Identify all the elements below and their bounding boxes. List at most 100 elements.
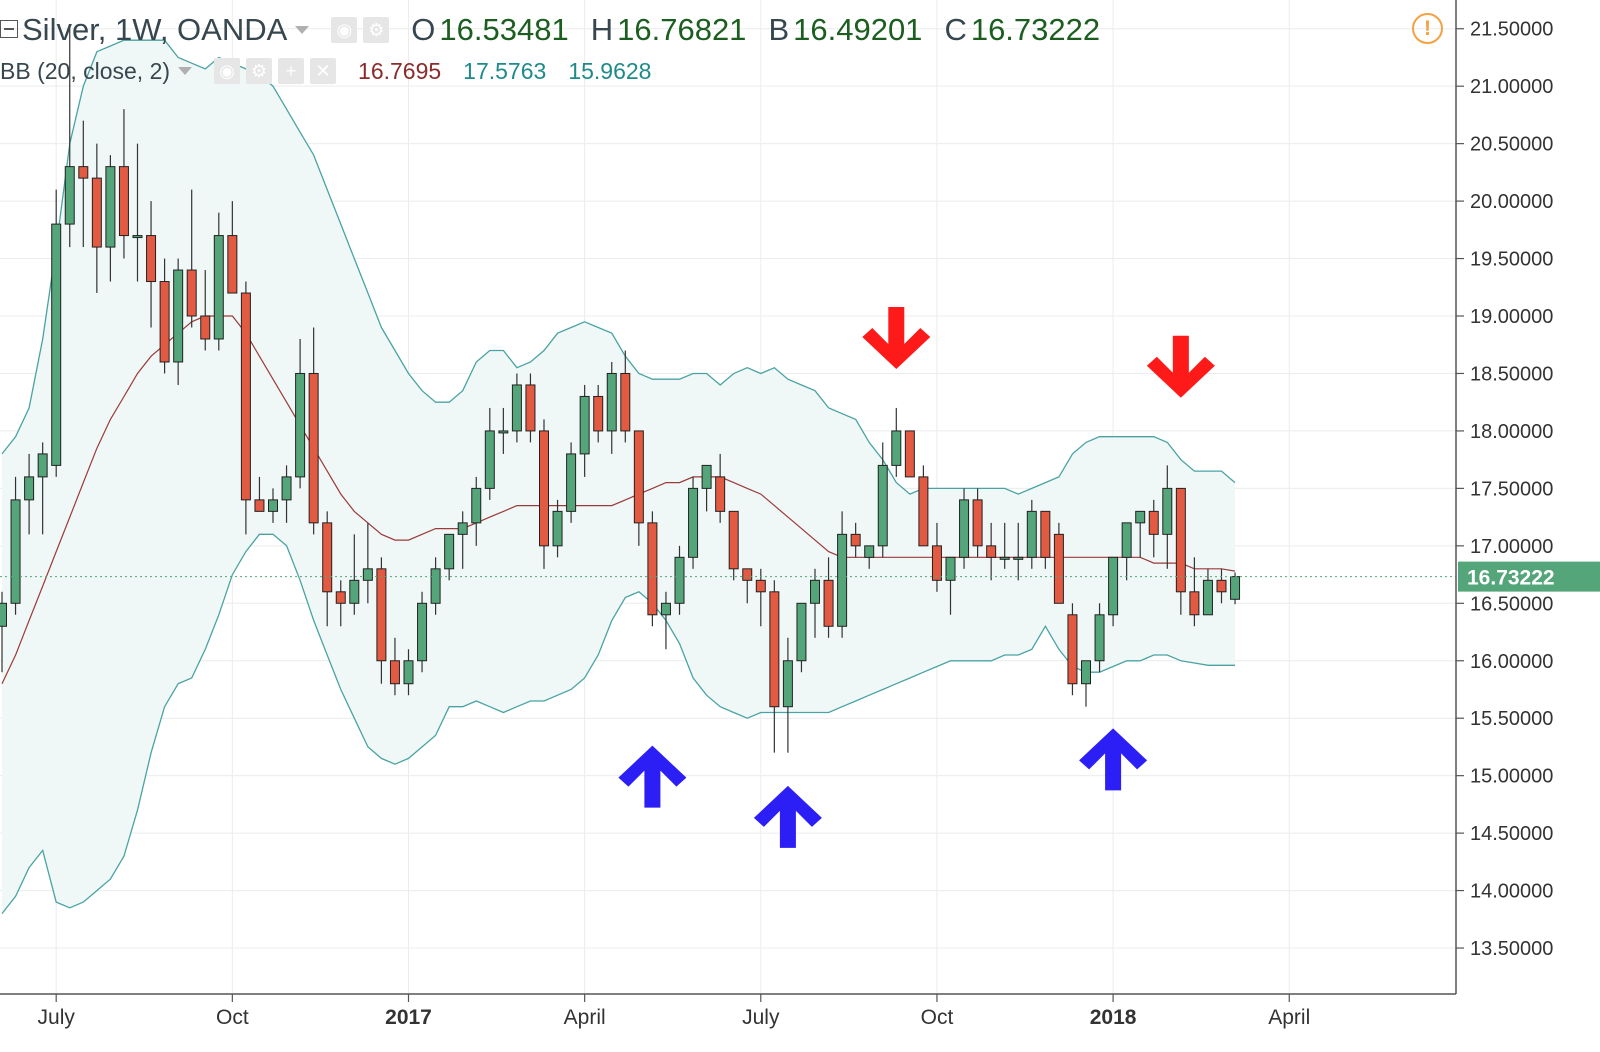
candle-body [389, 660, 400, 685]
last-price-badge-bg [1458, 561, 1600, 592]
candle-body [823, 579, 834, 627]
candle-body [755, 579, 766, 593]
candle-body [1189, 591, 1200, 616]
candle-up [471, 476, 482, 546]
candle-body [146, 235, 157, 283]
y-axis-ticks[interactable]: 13.50000 14.00000 14.50000 15.00000 15.50000… [1456, 19, 1553, 960]
candle-up [484, 407, 495, 500]
candle-down [742, 568, 753, 604]
candle-down [200, 270, 211, 351]
bollinger-upper-line [1, 39, 1236, 495]
candle-down [308, 327, 319, 535]
candle-body [484, 430, 495, 489]
ohlc-open-value: 16.53481 [439, 12, 569, 47]
chart-title[interactable]: Silver, 1W, OANDA [22, 12, 288, 47]
y-tick-label: 16.00000 [1470, 651, 1553, 673]
y-tick-label: 17.00000 [1470, 536, 1553, 558]
candle-down [986, 522, 997, 581]
candle-down [715, 453, 726, 523]
arrow-down-icon [1146, 335, 1215, 398]
candle-body [552, 510, 563, 547]
y-tick-label: 16.50000 [1470, 593, 1553, 615]
eye-icon[interactable]: ◉ [331, 17, 358, 43]
close-icon[interactable]: ✕ [310, 58, 337, 84]
candle-body [200, 315, 211, 340]
candle-up [64, 28, 75, 248]
candle-body [64, 166, 75, 225]
candle-up [1026, 499, 1037, 569]
candle-up [24, 453, 35, 535]
candle-body [105, 166, 116, 248]
arrow-up-icon [753, 785, 822, 848]
candle-body [349, 579, 360, 604]
x-tick-label: July [742, 1006, 780, 1029]
candle-up [810, 568, 820, 638]
ohlc-bid-label: B [768, 12, 790, 47]
y-tick-label: 15.00000 [1470, 766, 1553, 788]
candle-down [1067, 603, 1078, 696]
candle-up [498, 407, 509, 454]
candlestick-series [0, 28, 1241, 753]
gear-icon[interactable]: ⚙ [363, 17, 390, 43]
candle-body [904, 430, 915, 478]
candle-body [999, 556, 1010, 560]
candle-body [606, 372, 617, 432]
indicator-label[interactable]: BB (20, close, 2) [0, 57, 171, 84]
chart-header: Silver, 1W, OANDA ◉ ⚙ O 16.53481 H 16.7682… [0, 8, 1100, 52]
candle-body [403, 660, 414, 685]
candle-body [10, 499, 21, 604]
candle-body [742, 568, 753, 581]
candle-body [362, 568, 373, 581]
candle-down [118, 109, 129, 259]
candle-up [444, 533, 455, 581]
candle-up [1081, 660, 1091, 707]
warning-icon[interactable]: ! [1412, 13, 1443, 44]
gear-icon[interactable]: ⚙ [246, 58, 273, 84]
y-tick-label: 21.50000 [1470, 19, 1553, 41]
candle-down [647, 511, 658, 627]
candle-down [904, 430, 915, 478]
candle-up [349, 534, 360, 615]
candle-body [931, 545, 942, 581]
candle-down [240, 281, 251, 535]
x-axis-ticks[interactable]: July Oct 2017 April July Oct 2018 April [38, 994, 1311, 1029]
candle-body [37, 453, 48, 478]
candle-down [620, 350, 631, 443]
candle-up [579, 384, 590, 477]
chevron-down-icon[interactable] [178, 67, 193, 75]
candle-up [864, 545, 875, 569]
indicator-middle-value: 16.7695 [358, 57, 442, 84]
candle-up [268, 488, 278, 523]
eye-icon[interactable]: ◉ [214, 58, 241, 84]
candle-down [769, 580, 780, 753]
candle-up [552, 499, 563, 558]
candle-up [1013, 522, 1024, 581]
candle-down [254, 476, 265, 512]
candle-up [132, 143, 143, 282]
candle-up [281, 465, 292, 523]
chevron-down-icon[interactable] [295, 26, 310, 34]
plus-icon[interactable]: + [278, 58, 305, 84]
candle-body [308, 372, 319, 524]
candle-body [132, 235, 143, 239]
candle-up [891, 407, 902, 477]
x-tick-label: Oct [921, 1006, 954, 1029]
candle-down [186, 189, 197, 328]
candle-up [660, 591, 671, 650]
candle-up [403, 649, 414, 696]
candle-up [10, 476, 21, 615]
candle-body [498, 430, 509, 434]
candle-body [986, 545, 997, 558]
candle-body [24, 476, 35, 501]
candle-body [227, 235, 238, 294]
y-tick-label: 18.50000 [1470, 363, 1553, 385]
candle-down [1040, 510, 1051, 569]
y-tick-label: 21.00000 [1470, 76, 1553, 98]
candle-body [335, 591, 346, 604]
candle-up [105, 155, 116, 282]
arrow-down-icon [862, 306, 931, 369]
collapse-icon[interactable] [0, 20, 18, 38]
candle-body [1067, 614, 1078, 685]
bollinger-band-fill [2, 40, 1235, 914]
